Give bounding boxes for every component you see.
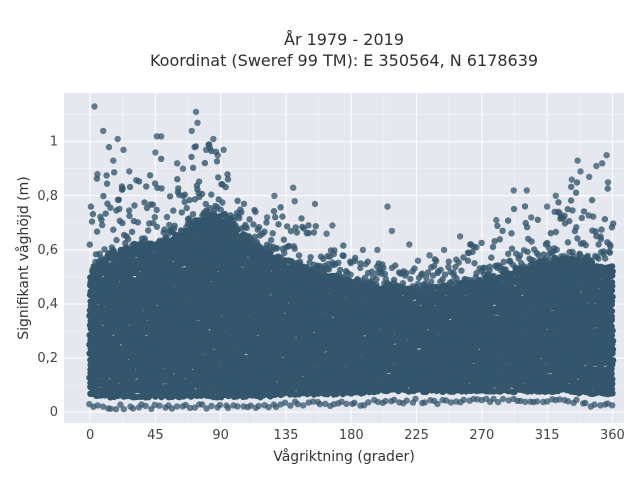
chart-subtitle: Koordinat (Sweref 99 TM): E 350564, N 61… (150, 51, 538, 70)
data-points (86, 103, 617, 413)
chart-title: År 1979 - 2019 (284, 30, 404, 49)
